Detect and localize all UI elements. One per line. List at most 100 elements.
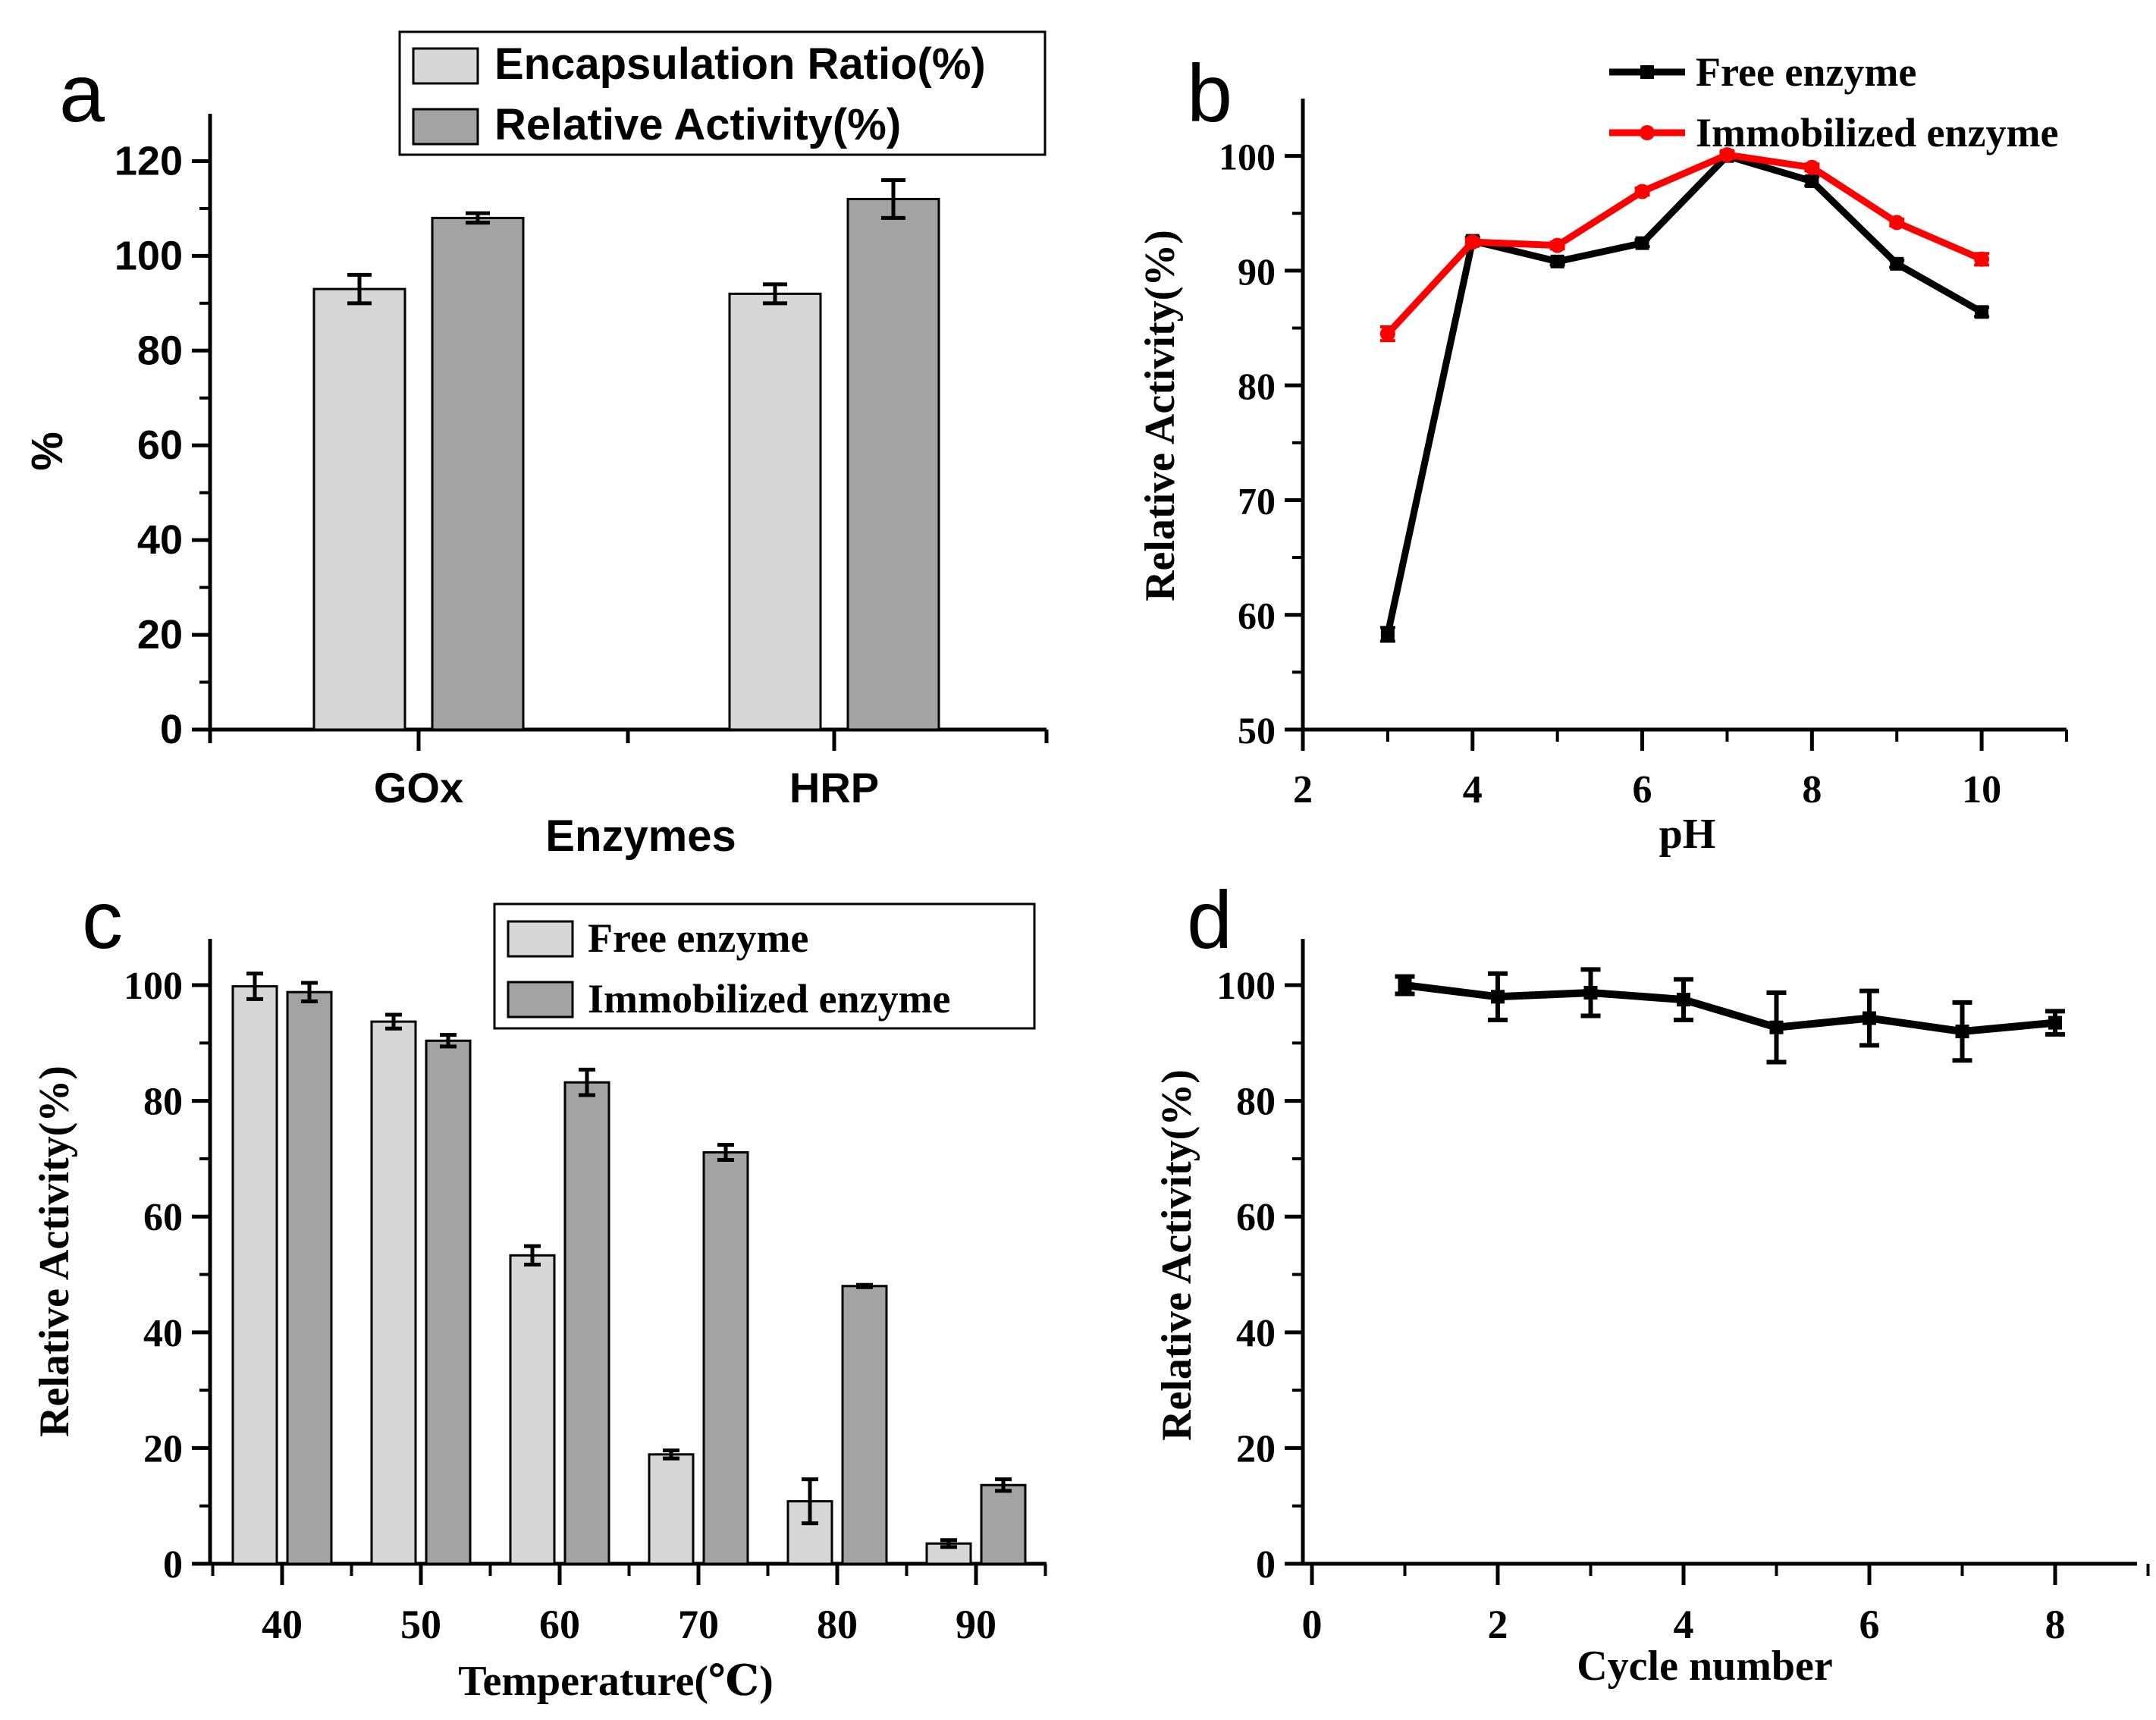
y-tick-label: 0 (160, 707, 183, 752)
x-tick-label: 50 (400, 1602, 441, 1647)
bar (702, 1151, 749, 1565)
y-axis-title: % (23, 432, 72, 471)
data-point (1975, 305, 1989, 319)
panel-label-d: d (1187, 874, 1232, 965)
y-tick-label: 0 (163, 1543, 183, 1587)
data-point (1677, 993, 1690, 1007)
data-point (1955, 1025, 1969, 1039)
y-axis-title: Relative Activity(%) (31, 1066, 78, 1437)
legend-marker (1640, 125, 1655, 140)
series-line (1404, 981, 2056, 1036)
x-tick-label: 4 (1463, 768, 1483, 811)
data-point (1863, 1011, 1876, 1025)
bar (370, 1020, 417, 1565)
y-tick-label: 20 (143, 1427, 183, 1470)
y-tick-label: 60 (1236, 1196, 1276, 1239)
x-tick-label: 8 (2045, 1602, 2066, 1647)
x-tick-label: 8 (1802, 768, 1822, 811)
data-point (2048, 1015, 2062, 1030)
data-point (1769, 1020, 1784, 1034)
data-point (1635, 236, 1649, 250)
chart-panel-c: 0 20 40 60 80 100 40 50 60 70 80 90 Temperature(℃) Re… (31, 902, 1047, 1705)
legend-label: Immobilized enzyme (588, 976, 950, 1022)
y-tick-label: 70 (1238, 479, 1276, 522)
panel-label-b: b (1187, 47, 1232, 139)
x-tick-label: 70 (678, 1602, 719, 1647)
data-point (1634, 184, 1650, 199)
x-tick-label: 6 (1633, 768, 1652, 811)
x-tick-label: 2 (1293, 768, 1313, 811)
bar (286, 990, 333, 1565)
y-tick-label: 120 (115, 138, 183, 184)
panel-label-c: c (82, 874, 123, 965)
bar (841, 1285, 888, 1565)
y-tick-label: 80 (137, 328, 183, 373)
y-tick-label: 60 (143, 1196, 183, 1239)
legend-swatch (412, 108, 479, 146)
data-point (1805, 174, 1819, 188)
bar (980, 1483, 1027, 1565)
legend-label: Relative Activity(%) (494, 100, 901, 149)
bar (312, 287, 406, 731)
bar (563, 1081, 610, 1565)
bar (846, 197, 940, 731)
y-axis-title: Relative Activity(%) (1153, 1069, 1200, 1441)
x-tick-label: 0 (1302, 1602, 1323, 1647)
x-axis-title: Enzymes (545, 811, 736, 861)
y-tick-label: 100 (1219, 136, 1276, 178)
data-point (1380, 627, 1395, 642)
legend-label: Encapsulation Ratio(%) (494, 39, 986, 89)
chart-panel-b: 50 60 70 80 90 100 2 4 6 8 10 pH Relative Activity(%… (1137, 49, 2068, 858)
x-tick-label: GOx (374, 764, 463, 811)
legend-swatch (507, 981, 574, 1019)
legend-label: Free enzyme (588, 915, 808, 961)
y-tick-label: 20 (1236, 1427, 1276, 1470)
data-point (1889, 215, 1905, 231)
y-tick-label: 100 (124, 965, 183, 1008)
legend-box (398, 30, 1047, 156)
x-tick-label: 60 (539, 1602, 580, 1647)
data-point (1464, 234, 1480, 250)
y-tick-label: 80 (143, 1081, 183, 1124)
y-tick-label: 80 (1236, 1081, 1276, 1124)
data-point (1974, 251, 1990, 267)
y-tick-label: 100 (115, 233, 183, 278)
panel-label-a: a (59, 47, 105, 139)
y-tick-label: 90 (1238, 250, 1276, 293)
x-tick-label: HRP (789, 764, 879, 811)
y-axis-title: Relative Activity(%) (1137, 230, 1184, 601)
y-tick-label: 50 (1238, 709, 1276, 752)
x-tick-label: 80 (817, 1602, 858, 1647)
y-tick-label: 80 (1238, 365, 1276, 407)
data-point (1379, 326, 1395, 342)
data-point (1549, 237, 1565, 253)
x-axis-title: pH (1659, 811, 1716, 858)
x-tick-label: 90 (956, 1602, 996, 1647)
legend-swatch (507, 920, 574, 958)
x-axis-title: Cycle number (1577, 1643, 1833, 1690)
x-tick-label: 4 (1674, 1602, 1694, 1647)
data-point (1583, 985, 1598, 1000)
legend: Free enzyme Immobilized enzyme (493, 902, 1036, 1030)
legend-marker (1640, 65, 1654, 79)
legend-box (493, 902, 1036, 1030)
y-tick-label: 40 (1236, 1312, 1276, 1355)
y-tick-label: 100 (1216, 965, 1276, 1008)
bar (425, 1039, 472, 1565)
data-point (1804, 159, 1820, 175)
x-tick-label: 6 (1859, 1602, 1880, 1647)
legend: Free enzyme Immobilized enzyme (1609, 49, 2058, 155)
data-point (1719, 147, 1735, 163)
x-tick-label: 40 (262, 1602, 303, 1647)
y-tick-label: 20 (137, 612, 183, 658)
bar (509, 1254, 556, 1565)
bar (728, 292, 822, 731)
data-point (1491, 990, 1505, 1004)
legend-label: Immobilized enzyme (1696, 110, 2058, 155)
x-tick-label: 10 (1962, 768, 2001, 811)
chart-panel-a: 0 20 40 60 80 100 120 GOx HRP Enzymes% Encapsulati… (23, 30, 1049, 861)
legend-swatch (412, 47, 479, 85)
chart-panel-d: 0 20 40 60 80 100 0 2 4 6 8 Cycle number Relative Ac… (1153, 939, 2150, 1690)
x-axis-title: Temperature(℃) (458, 1658, 773, 1705)
